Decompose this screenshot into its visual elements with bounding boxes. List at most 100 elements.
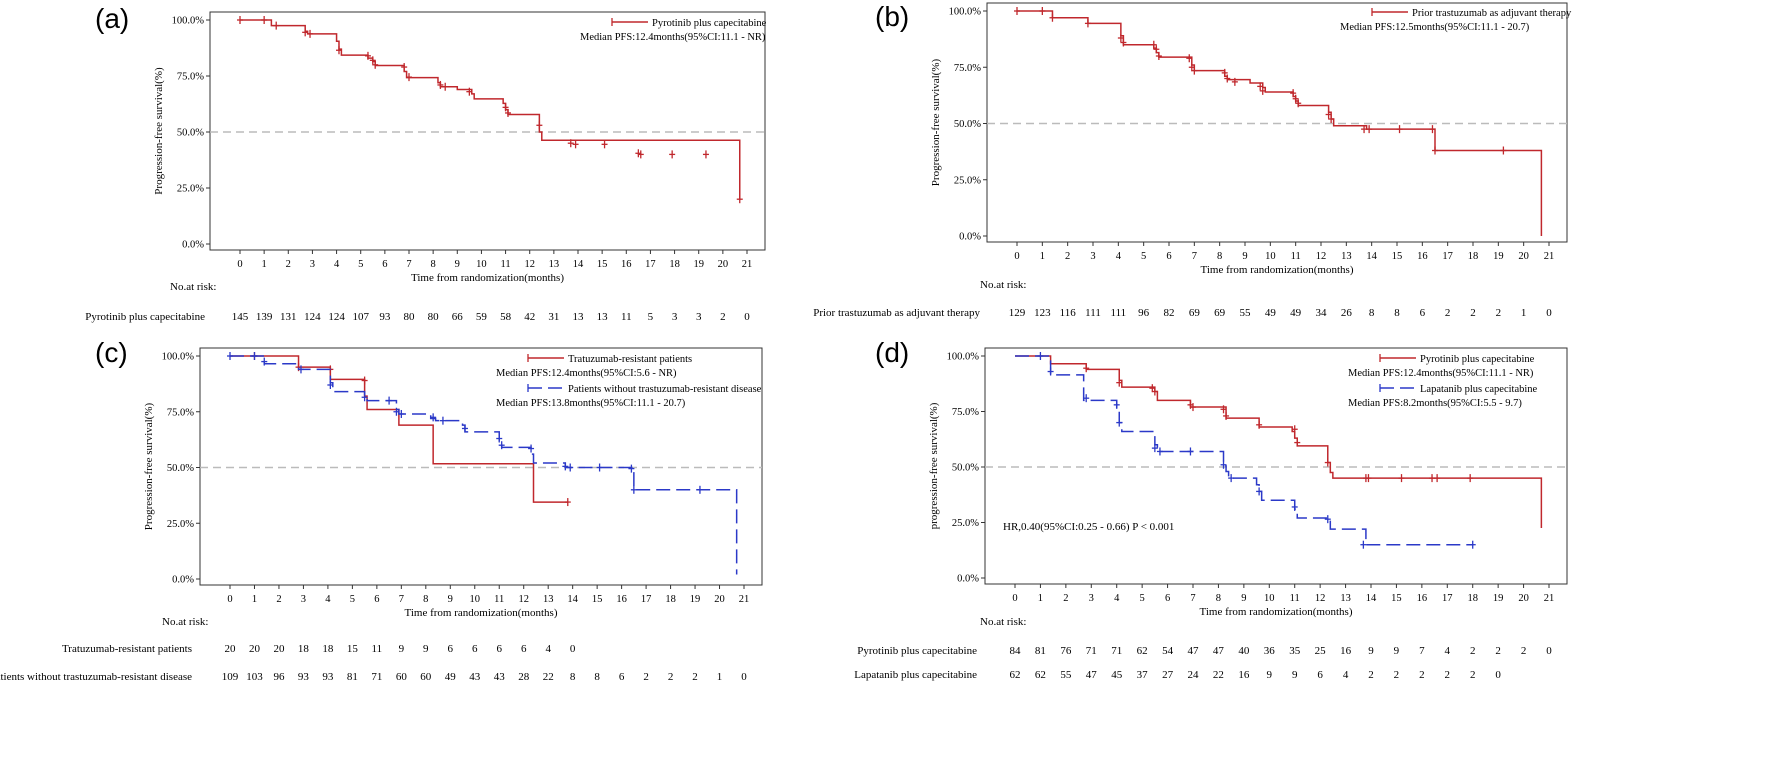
risk-count: 15 [347,643,359,655]
x-tick-label: 13 [549,259,560,270]
hazard-ratio-annotation: HR,0.40(95%CI:0.25 - 0.66) P < 0.001 [1003,521,1174,533]
y-tick-label: 100.0% [172,16,205,27]
x-tick-label: 13 [543,594,554,605]
risk-count: 107 [352,311,369,323]
x-tick-label: 11 [1291,251,1301,262]
risk-count: 26 [1341,307,1353,319]
risk-count: 0 [1495,669,1501,681]
risk-count: 80 [428,311,440,323]
risk-count: 82 [1164,307,1175,319]
risk-count: 11 [372,643,383,655]
risk-count: 69 [1214,307,1226,319]
x-tick-label: 16 [1417,593,1428,604]
risk-count: 47 [1188,645,1200,657]
risk-count: 3 [672,311,678,323]
risk-count: 129 [1009,307,1026,319]
x-tick-label: 4 [334,259,340,270]
x-tick-label: 0 [237,259,242,270]
x-tick-label: 0 [227,594,232,605]
legend-median-pfs: Median PFS:12.5months(95%CI:11.1 - 20.7) [1340,22,1530,33]
x-tick-label: 2 [1065,251,1070,262]
risk-count: 139 [256,311,273,323]
risk-count: 4 [545,643,551,655]
legend-label: Patients without trastuzumab-resistant d… [568,384,762,395]
x-tick-label: 8 [431,259,436,270]
y-tick-label: 75.0% [952,407,979,418]
risk-count: 16 [1340,645,1352,657]
x-tick-label: 17 [645,259,656,270]
panel-d: (d)0.0%25.0%50.0%75.0%100.0%0 1 2 3 4 5 6 7 8 9 10… [854,337,1568,681]
x-tick-label: 16 [616,594,627,605]
risk-count: 66 [452,311,464,323]
x-tick-label: 20 [714,594,725,605]
x-tick-label: 4 [1116,251,1122,262]
risk-count: 2 [1495,645,1501,657]
x-tick-label: 18 [665,594,676,605]
risk-count: 9 [1394,645,1400,657]
x-axis-title: Time from randomization(months) [1201,264,1354,276]
risk-count: 62 [1137,645,1148,657]
risk-count: 7 [1419,645,1425,657]
risk-count: 62 [1010,669,1021,681]
risk-count: 3 [696,311,702,323]
y-tick-label: 0.0% [172,575,194,586]
risk-count: 2 [1521,645,1527,657]
panel-letter: (b) [875,1,909,32]
x-tick-label: 3 [310,259,315,270]
risk-count: 2 [1470,645,1476,657]
x-tick-label: 3 [1090,251,1095,262]
risk-count: 2 [643,671,649,683]
risk-count: 124 [328,311,345,323]
risk-count: 2 [1445,669,1451,681]
risk-count: 103 [246,671,263,683]
x-tick-label: 20 [1518,251,1529,262]
x-tick-label: 20 [1518,593,1529,604]
risk-count: 9 [423,643,429,655]
risk-count: 2 [1368,669,1374,681]
risk-count: 2 [1470,669,1476,681]
panel-letter: (d) [875,337,909,368]
risk-count: 8 [1369,307,1375,319]
x-tick-label: 18 [669,259,680,270]
risk-count: 76 [1060,645,1072,657]
x-tick-label: 18 [1468,251,1479,262]
risk-count: 47 [1213,645,1225,657]
x-tick-label: 15 [597,259,608,270]
risk-count: 28 [518,671,530,683]
x-tick-label: 5 [1141,251,1146,262]
risk-count: 9 [1267,669,1273,681]
risk-count: 2 [1496,307,1502,319]
risk-count: 43 [494,671,506,683]
y-axis-title: Progression-free survival(%) [930,58,942,186]
x-tick-label: 7 [399,594,404,605]
risk-count: 124 [304,311,321,323]
y-tick-label: 25.0% [954,175,981,186]
risk-count: 6 [472,643,478,655]
risk-count: 2 [692,671,698,683]
risk-count: 81 [347,671,358,683]
x-tick-label: 7 [1190,593,1195,604]
risk-count: 71 [1111,645,1122,657]
x-tick-label: 4 [325,594,331,605]
plot-frame [984,347,1568,585]
y-tick-label: 50.0% [952,463,979,474]
x-tick-label: 8 [1217,251,1222,262]
x-tick-label: 8 [1216,593,1221,604]
risk-row-label: Prior trastuzumab as adjuvant therapy [813,307,980,319]
risk-count: 1 [1521,307,1527,319]
risk-count: 1 [717,671,723,683]
x-tick-label: 3 [301,594,306,605]
legend-label: Lapatanib plus capecitabine [1420,384,1538,395]
x-tick-label: 15 [1392,251,1403,262]
risk-count: 0 [1546,307,1552,319]
risk-row-label: Pyrotinib plus capecitabine [857,645,977,657]
risk-count: 27 [1162,669,1174,681]
risk-count: 58 [500,311,512,323]
y-tick-label: 0.0% [182,240,204,251]
x-tick-label: 7 [406,259,411,270]
risk-count: 49 [1265,307,1277,319]
risk-count: 18 [298,643,310,655]
x-tick-label: 16 [621,259,632,270]
risk-count: 5 [648,311,654,323]
